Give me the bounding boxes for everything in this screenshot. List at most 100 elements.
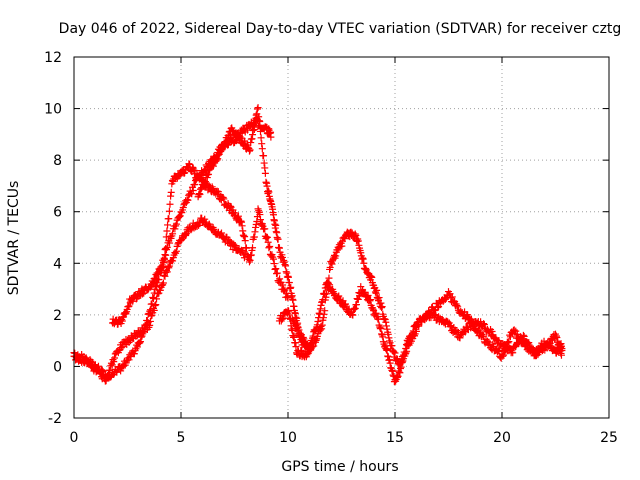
data-point: [159, 279, 167, 287]
data-point: [287, 283, 295, 291]
data-point: [205, 170, 213, 178]
series-track-h: [412, 308, 566, 360]
data-point: [172, 247, 180, 255]
data-point: [474, 327, 482, 335]
data-point: [454, 303, 462, 311]
data-point: [478, 330, 486, 338]
data-point: [278, 253, 286, 261]
data-point: [246, 146, 254, 154]
data-point: [371, 288, 379, 296]
data-point: [510, 326, 518, 334]
data-point: [374, 315, 382, 323]
data-point: [153, 283, 161, 291]
data-point: [171, 225, 179, 233]
data-point: [238, 222, 246, 230]
data-point: [359, 255, 367, 263]
data-point: [104, 372, 112, 380]
data-point: [106, 366, 114, 374]
data-point: [384, 353, 392, 361]
data-point: [258, 145, 266, 153]
data-point: [316, 305, 324, 313]
data-point: [249, 126, 257, 134]
data-point: [378, 304, 386, 312]
data-point: [500, 351, 508, 359]
data-point: [385, 356, 393, 364]
data-point: [223, 136, 231, 144]
data-point: [317, 301, 325, 309]
x-tick-label: 0: [70, 430, 79, 446]
data-point: [520, 332, 528, 340]
data-point: [316, 310, 324, 318]
data-point: [326, 281, 334, 289]
data-point: [285, 311, 293, 319]
data-point: [367, 296, 375, 304]
data-point: [252, 223, 260, 231]
data-point: [499, 352, 507, 360]
data-point: [282, 268, 290, 276]
data-point: [111, 354, 119, 362]
y-tick-label: 2: [53, 308, 62, 324]
data-point: [375, 294, 383, 302]
data-point: [374, 295, 382, 303]
data-point: [512, 327, 520, 335]
data-point: [379, 333, 387, 341]
y-tick-label: 4: [53, 256, 62, 272]
data-point: [335, 292, 343, 300]
data-point: [188, 190, 196, 198]
data-point: [398, 358, 406, 366]
data-point: [163, 227, 171, 235]
data-point: [256, 211, 264, 219]
data-point: [397, 363, 405, 371]
data-point: [364, 291, 372, 299]
data-point: [270, 260, 278, 268]
data-point: [480, 320, 488, 328]
data-point: [308, 338, 316, 346]
data-point: [558, 346, 566, 354]
data-points: [70, 104, 566, 386]
data-point: [258, 221, 266, 229]
data-point: [149, 280, 157, 288]
data-point: [441, 295, 449, 303]
data-point: [261, 225, 269, 233]
data-point: [369, 305, 377, 313]
data-point: [456, 334, 464, 342]
data-point: [246, 256, 254, 264]
data-point: [509, 349, 517, 357]
data-point: [180, 169, 188, 177]
data-point: [136, 339, 144, 347]
data-point: [208, 183, 216, 191]
data-point: [191, 181, 199, 189]
data-point: [285, 307, 293, 315]
data-point: [390, 348, 398, 356]
data-point: [231, 209, 239, 217]
data-point: [315, 314, 323, 322]
y-tick-label: 10: [44, 102, 62, 118]
data-point: [156, 286, 164, 294]
y-tick-label: 8: [53, 153, 62, 169]
data-point: [341, 235, 349, 243]
data-point: [249, 244, 257, 252]
data-point: [391, 349, 399, 357]
data-point: [172, 220, 180, 228]
data-point: [149, 293, 157, 301]
data-point: [464, 311, 472, 319]
data-point: [321, 307, 329, 315]
data-point: [382, 318, 390, 326]
data-point: [247, 251, 255, 259]
y-axis-title: SDTVAR / TECUs: [6, 181, 22, 296]
data-point: [253, 218, 261, 226]
data-point: [448, 293, 456, 301]
data-point: [247, 139, 255, 147]
data-point: [257, 134, 265, 142]
data-point: [185, 160, 193, 168]
data-point: [281, 286, 289, 294]
data-point: [153, 295, 161, 303]
data-point: [254, 104, 262, 112]
data-point: [214, 188, 222, 196]
data-point: [377, 324, 385, 332]
data-point: [525, 339, 533, 347]
data-point: [167, 188, 175, 196]
data-point: [378, 303, 386, 311]
data-point: [320, 289, 328, 297]
x-tick-label: 5: [177, 430, 186, 446]
